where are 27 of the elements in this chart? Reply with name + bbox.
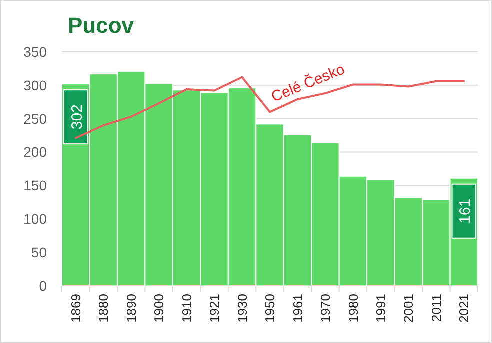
- data-label: 302: [68, 104, 86, 130]
- y-tick-label: 0: [39, 278, 48, 294]
- x-tick-label: 1880: [96, 294, 112, 323]
- x-tick-label: 1970: [318, 294, 334, 323]
- x-tick-label: 2011: [428, 294, 444, 322]
- x-tick-label: 2021: [456, 294, 472, 323]
- x-tick-label: 1890: [124, 294, 139, 323]
- y-tick-label: 300: [24, 77, 48, 94]
- y-tick-label: 100: [24, 211, 48, 228]
- x-tick-label: 1991: [373, 294, 388, 323]
- text: Celé Česko: [268, 60, 348, 106]
- y-tick-label: 150: [24, 178, 48, 194]
- chart-title: Pucov: [68, 13, 135, 38]
- x-tick-label: 2001: [401, 294, 416, 323]
- y-tick-label: 250: [24, 110, 48, 127]
- x-tick-label: 1950: [262, 294, 278, 323]
- x-tick-label: 1921: [207, 294, 222, 323]
- x-tick-label: 1910: [179, 294, 194, 323]
- y-tick-label: 350: [24, 44, 48, 60]
- x-tick-label: 1980: [346, 294, 361, 323]
- x-tick-label: 1900: [152, 294, 167, 323]
- x-tick-label: 1961: [290, 294, 306, 323]
- y-tick-label: 50: [31, 244, 48, 260]
- data-label: 161: [457, 198, 474, 224]
- x-tick-label: 1930: [234, 294, 250, 323]
- x-tick-label: 1869: [68, 294, 84, 323]
- y-tick-label: 200: [24, 144, 48, 160]
